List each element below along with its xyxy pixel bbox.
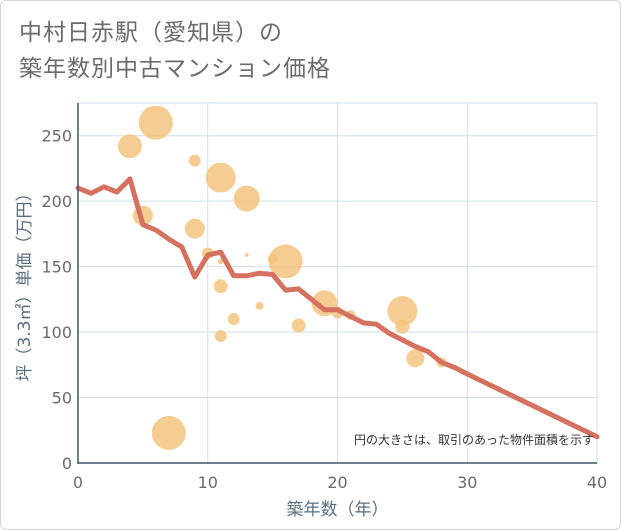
bubble-point xyxy=(138,105,173,140)
bubble-point xyxy=(233,185,260,212)
y-tick-label: 0 xyxy=(62,454,72,473)
axes xyxy=(77,103,597,464)
chart-title-line2: 築年数別中古マンション価格 xyxy=(19,56,331,82)
grid-lines xyxy=(78,102,598,463)
x-tick-label: 30 xyxy=(457,473,477,492)
x-tick-label: 10 xyxy=(198,473,218,492)
trend-line xyxy=(75,176,600,440)
chart-title-line1: 中村日赤駅（愛知県）の xyxy=(19,20,283,46)
bubble-point xyxy=(268,244,303,279)
bubble-point xyxy=(387,296,418,327)
bubble-series xyxy=(117,105,447,450)
bubble-point xyxy=(188,154,201,167)
bubble-point xyxy=(395,319,410,334)
y-tick-label: 200 xyxy=(41,192,72,211)
bubble-point xyxy=(291,318,306,333)
y-axis-title: 坪（3.3㎡）単価（万円） xyxy=(15,184,35,381)
y-tick-label: 100 xyxy=(41,323,72,342)
y-tick-label: 250 xyxy=(41,127,72,146)
bubble-point xyxy=(406,349,425,368)
y-tick-label: 50 xyxy=(52,389,72,408)
bubble-point xyxy=(227,313,240,325)
y-tick-label: 150 xyxy=(41,258,72,277)
bubble-point xyxy=(205,162,236,193)
y-tick-labels: 0 50 100 150 200 250 xyxy=(41,127,72,473)
bubble-point xyxy=(255,301,264,310)
bubble-point xyxy=(214,330,227,343)
chart-title: 中村日赤駅（愛知県）の 築年数別中古マンション価格 xyxy=(19,15,599,87)
x-axis-title: 築年数（年） xyxy=(287,500,389,520)
x-tick-label: 20 xyxy=(327,473,347,492)
bubble-point xyxy=(117,134,142,159)
x-tick-label: 40 xyxy=(587,473,607,492)
x-tick-labels: 0 10 20 30 40 xyxy=(73,473,607,492)
bubble-point xyxy=(184,218,205,239)
bubble-point xyxy=(213,279,228,294)
bubble-point xyxy=(151,415,186,450)
x-tick-label: 0 xyxy=(73,473,83,492)
bubble-point xyxy=(244,252,249,257)
chart-annotation: 円の大きさは、取引のあった物件面積を示す xyxy=(354,432,594,447)
